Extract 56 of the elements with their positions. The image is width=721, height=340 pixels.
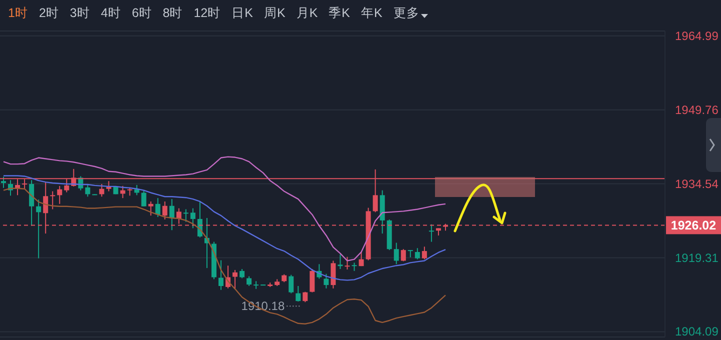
text: 1时 — [8, 5, 28, 22]
candlestick — [29, 180, 34, 226]
candlestick — [400, 248, 406, 262]
text: 8时 — [162, 5, 183, 22]
candlestick — [352, 262, 357, 272]
candlestick — [296, 286, 301, 302]
text: 12时 — [194, 5, 221, 22]
candlestick — [106, 180, 112, 192]
candlestick — [36, 199, 42, 259]
candlestick — [428, 224, 434, 242]
text: 更多 — [393, 5, 420, 22]
y-tick-label: 1934.54 — [675, 176, 719, 191]
candlestick — [288, 274, 294, 294]
text: 周K — [264, 5, 286, 22]
line-series — [2, 156, 446, 262]
candlestick — [240, 268, 245, 279]
text: 2时 — [38, 5, 59, 22]
y-tick-label: 1949.76 — [675, 102, 719, 117]
candlestick — [324, 273, 329, 289]
candlestick — [338, 254, 343, 270]
candlestick — [408, 250, 413, 258]
text: 4时 — [100, 5, 121, 22]
candlestick — [232, 269, 238, 290]
candlestick — [57, 185, 62, 204]
text: 季K — [328, 5, 350, 22]
candlestick — [394, 242, 399, 265]
candlestick — [254, 280, 259, 290]
candlestick — [1, 176, 6, 188]
text: 年K — [361, 5, 382, 22]
candlestick — [141, 190, 146, 207]
candlestick — [148, 200, 154, 216]
candlestick — [85, 184, 90, 198]
y-tick-label: 1904.09 — [675, 324, 719, 339]
candlestick — [302, 291, 308, 303]
candlestick — [99, 184, 104, 198]
y-tick-label: 1919.31 — [675, 250, 719, 265]
candlestick — [330, 260, 336, 289]
text: 3时 — [70, 5, 90, 22]
candlestick — [310, 268, 315, 293]
text: 6时 — [132, 5, 152, 22]
candlestick — [50, 190, 56, 210]
candlestick — [218, 260, 224, 290]
candlestick — [246, 276, 252, 286]
y-tick-label: 1964.99 — [675, 28, 719, 43]
text: 日K — [232, 5, 253, 22]
candlestick — [162, 200, 168, 220]
ref-line-label: 1926.02 — [670, 218, 716, 233]
candlestick — [422, 246, 427, 260]
text: 月K — [296, 5, 318, 22]
candlestick — [190, 208, 196, 229]
candlestick — [169, 198, 174, 231]
candlestick — [183, 208, 188, 222]
candlestick — [155, 198, 160, 218]
candlestick — [414, 248, 420, 260]
candlestick — [358, 252, 364, 267]
candlestick — [344, 256, 350, 270]
